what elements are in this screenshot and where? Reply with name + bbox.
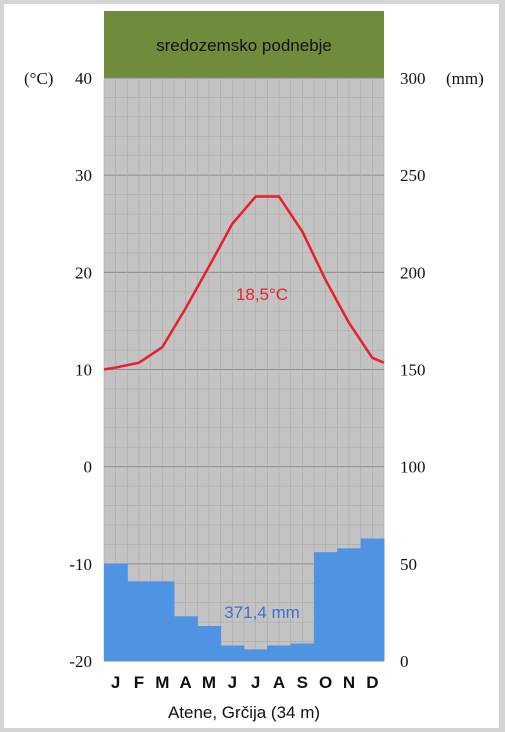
left-tick-label: 10: [75, 361, 92, 380]
month-label: J: [228, 673, 237, 692]
left-tick-label: -10: [69, 555, 92, 574]
precipitation-bar: [197, 626, 222, 661]
precipitation-bar: [360, 538, 385, 661]
chart-title: sredozemsko podnebje: [156, 36, 332, 55]
right-tick-label: 100: [400, 458, 426, 477]
precipitation-bar: [220, 645, 245, 661]
precipitation-bar: [290, 643, 315, 661]
right-tick-label: 250: [400, 166, 426, 185]
precipitation-bar: [104, 563, 128, 661]
month-label: A: [180, 673, 192, 692]
precipitation-annotation: 371,4 mm: [224, 603, 300, 622]
chart-caption: Atene, Grčija (34 m): [168, 703, 320, 722]
right-axis-ticks: 300 250 200 150 100 50 0: [400, 69, 426, 671]
right-axis-unit: (mm): [446, 69, 484, 88]
precipitation-bar: [174, 616, 198, 661]
month-label: F: [134, 673, 144, 692]
month-label: J: [251, 673, 260, 692]
left-tick-label: 20: [75, 263, 92, 282]
header-box: [104, 11, 384, 78]
precipitation-bar: [127, 581, 152, 661]
right-tick-label: 200: [400, 263, 426, 282]
month-label: O: [319, 673, 332, 692]
precipitation-bar: [244, 649, 268, 661]
right-tick-label: 0: [400, 652, 409, 671]
left-tick-label: -20: [69, 652, 92, 671]
temperature-line: [103, 195, 385, 371]
right-tick-label: 150: [400, 361, 426, 380]
left-axis-ticks: 40 30 20 10 0 -10 -20: [69, 69, 92, 671]
climate-chart: sredozemsko podnebje 371,4 mm 18,5°C (°C…: [24, 11, 484, 722]
left-tick-label: 30: [75, 166, 92, 185]
month-label: A: [273, 673, 285, 692]
precipitation-bar: [150, 581, 175, 661]
precipitation-bar: [337, 548, 362, 661]
month-label: M: [202, 673, 216, 692]
precipitation-bars: [104, 538, 385, 661]
left-tick-label: 0: [84, 458, 93, 477]
month-label: M: [155, 673, 169, 692]
right-tick-label: 50: [400, 555, 417, 574]
month-label: S: [297, 673, 308, 692]
month-label: N: [343, 673, 355, 692]
precipitation-bar: [314, 552, 338, 661]
right-tick-label: 300: [400, 69, 426, 88]
temperature-annotation: 18,5°C: [236, 285, 288, 304]
precipitation-bar: [267, 645, 292, 661]
chart-card: sredozemsko podnebje 371,4 mm 18,5°C (°C…: [4, 4, 499, 728]
left-axis-unit: (°C): [24, 69, 53, 88]
month-label: J: [111, 673, 120, 692]
month-label: D: [366, 673, 378, 692]
left-tick-label: 40: [75, 69, 92, 88]
